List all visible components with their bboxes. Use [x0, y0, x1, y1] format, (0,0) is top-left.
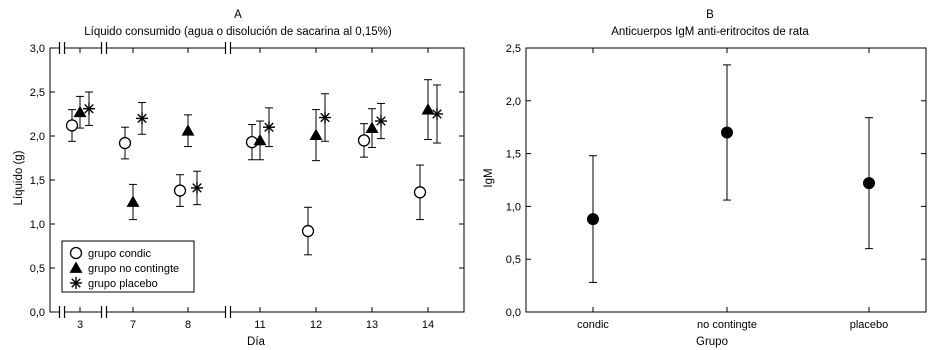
series-grupo-condic — [65, 109, 427, 256]
data-point — [863, 177, 875, 190]
data-point — [375, 115, 387, 128]
legend-box — [61, 240, 195, 293]
panel-a-y-axis-label: Líquido (g) — [13, 150, 25, 205]
x-tick-label: placebo — [850, 319, 889, 331]
panel-a-series — [65, 79, 443, 256]
asterisk-stroke — [264, 122, 274, 132]
axis-break-mark — [58, 42, 66, 54]
asterisk-stroke — [376, 116, 386, 126]
legend-marker — [69, 261, 83, 273]
y-tick-label: 2,0 — [30, 131, 45, 143]
series-igm — [587, 64, 875, 283]
panel-a-axis-breaks — [58, 42, 232, 318]
data-point — [431, 108, 443, 120]
asterisk-stroke — [71, 278, 81, 288]
panel-a-x-axis-label: Día — [247, 336, 266, 348]
y-tick-label: 0,0 — [506, 307, 521, 319]
legend-marker — [69, 246, 83, 260]
axis-break-mark — [58, 306, 66, 318]
axis-break-mark — [224, 42, 232, 54]
data-point — [263, 121, 275, 134]
axis-break-gap — [101, 42, 107, 54]
legend-entries: grupo condic grupo no contingte grupo plac… — [69, 246, 179, 290]
y-tick-label: 1,5 — [506, 149, 521, 161]
x-tick-label: 11 — [254, 319, 265, 331]
panel-b-plot-frame — [525, 47, 927, 313]
series-grupo-placebo — [83, 84, 443, 206]
data-point — [587, 213, 599, 226]
y-tick-label: 3,0 — [30, 43, 45, 55]
legend-label: grupo condic — [88, 248, 151, 260]
x-tick-label: 13 — [366, 319, 378, 331]
data-point — [253, 133, 267, 146]
asterisk-stroke — [84, 103, 94, 114]
legend-label: grupo no contingte — [88, 263, 179, 275]
data-point — [65, 119, 79, 132]
x-tick-label: condic — [577, 319, 609, 331]
data-point — [118, 136, 132, 150]
axis-break-gap — [59, 42, 65, 54]
series-grupo-no-contingte — [73, 79, 435, 221]
x-tick-label: 8 — [185, 319, 191, 331]
x-tick-label: 14 — [422, 319, 434, 331]
data-point — [191, 181, 203, 194]
x-tick-label: 12 — [310, 319, 322, 331]
axis-break-gap — [101, 306, 107, 318]
axis-break-mark — [100, 306, 108, 318]
data-point — [73, 105, 87, 118]
panel-b-x-axis: condic no contingte placebo — [577, 48, 888, 331]
panel-b-y-axis-label: IgM — [483, 168, 495, 187]
asterisk-stroke — [137, 113, 147, 124]
panel-b-letter: B — [706, 9, 714, 21]
y-tick-label: 0,0 — [30, 307, 45, 319]
panel-a-x-axis: 3 7 8 11 12 13 14 — [77, 48, 434, 331]
y-tick-label: 2,5 — [506, 43, 521, 55]
y-tick-label: 1,5 — [30, 175, 45, 187]
data-point — [136, 112, 148, 125]
data-point — [301, 224, 315, 238]
asterisk-stroke — [320, 112, 330, 123]
y-tick-label: 0,5 — [506, 254, 521, 266]
legend-marker — [70, 277, 82, 289]
asterisk-stroke — [192, 183, 202, 193]
data-point — [413, 186, 427, 199]
data-point — [173, 184, 187, 197]
y-tick-label: 1,0 — [30, 219, 45, 231]
y-tick-label: 0,5 — [30, 263, 45, 275]
asterisk-stroke — [432, 109, 442, 119]
data-point — [319, 111, 331, 124]
x-tick-label: 3 — [77, 319, 83, 331]
panel-a: A Líquido consumido (agua o disolución d… — [13, 9, 465, 348]
data-point — [357, 134, 371, 147]
panel-b-x-axis-label: Grupo — [696, 336, 728, 348]
x-tick-label: 7 — [130, 319, 136, 331]
axis-break-gap — [225, 306, 231, 318]
data-point — [126, 195, 140, 207]
panel-a-y-axis: 0,0 0,5 1,0 1,5 2,0 2,5 3,0 — [30, 43, 464, 319]
axis-break-mark — [100, 42, 108, 54]
legend-label: grupo placebo — [88, 278, 158, 290]
panel-b-series — [587, 64, 875, 283]
axis-break-mark — [224, 306, 232, 318]
panel-a-legend: grupo condic grupo no contingte grupo plac… — [61, 240, 195, 293]
data-point — [309, 128, 323, 140]
x-tick-label: no contingte — [697, 319, 757, 331]
panel-a-title: Líquido consumido (agua o disolución de … — [84, 26, 392, 38]
data-point — [83, 102, 95, 115]
panel-b-y-axis: 0,0 0,5 1,0 1,5 2,0 2,5 — [506, 43, 926, 319]
y-tick-label: 2,0 — [506, 96, 521, 108]
data-point — [181, 124, 195, 136]
data-point — [365, 121, 379, 133]
axis-break-gap — [59, 306, 65, 318]
y-tick-label: 2,5 — [30, 87, 45, 99]
data-point — [421, 103, 435, 115]
panel-a-letter: A — [234, 9, 242, 21]
data-point — [721, 126, 733, 139]
y-tick-label: 1,0 — [506, 201, 521, 213]
axis-break-gap — [225, 42, 231, 54]
panel-b-title: Anticuerpos IgM anti-eritrocitos de rata — [611, 26, 809, 38]
panel-b: B Anticuerpos IgM anti-eritrocitos de ra… — [483, 9, 927, 348]
